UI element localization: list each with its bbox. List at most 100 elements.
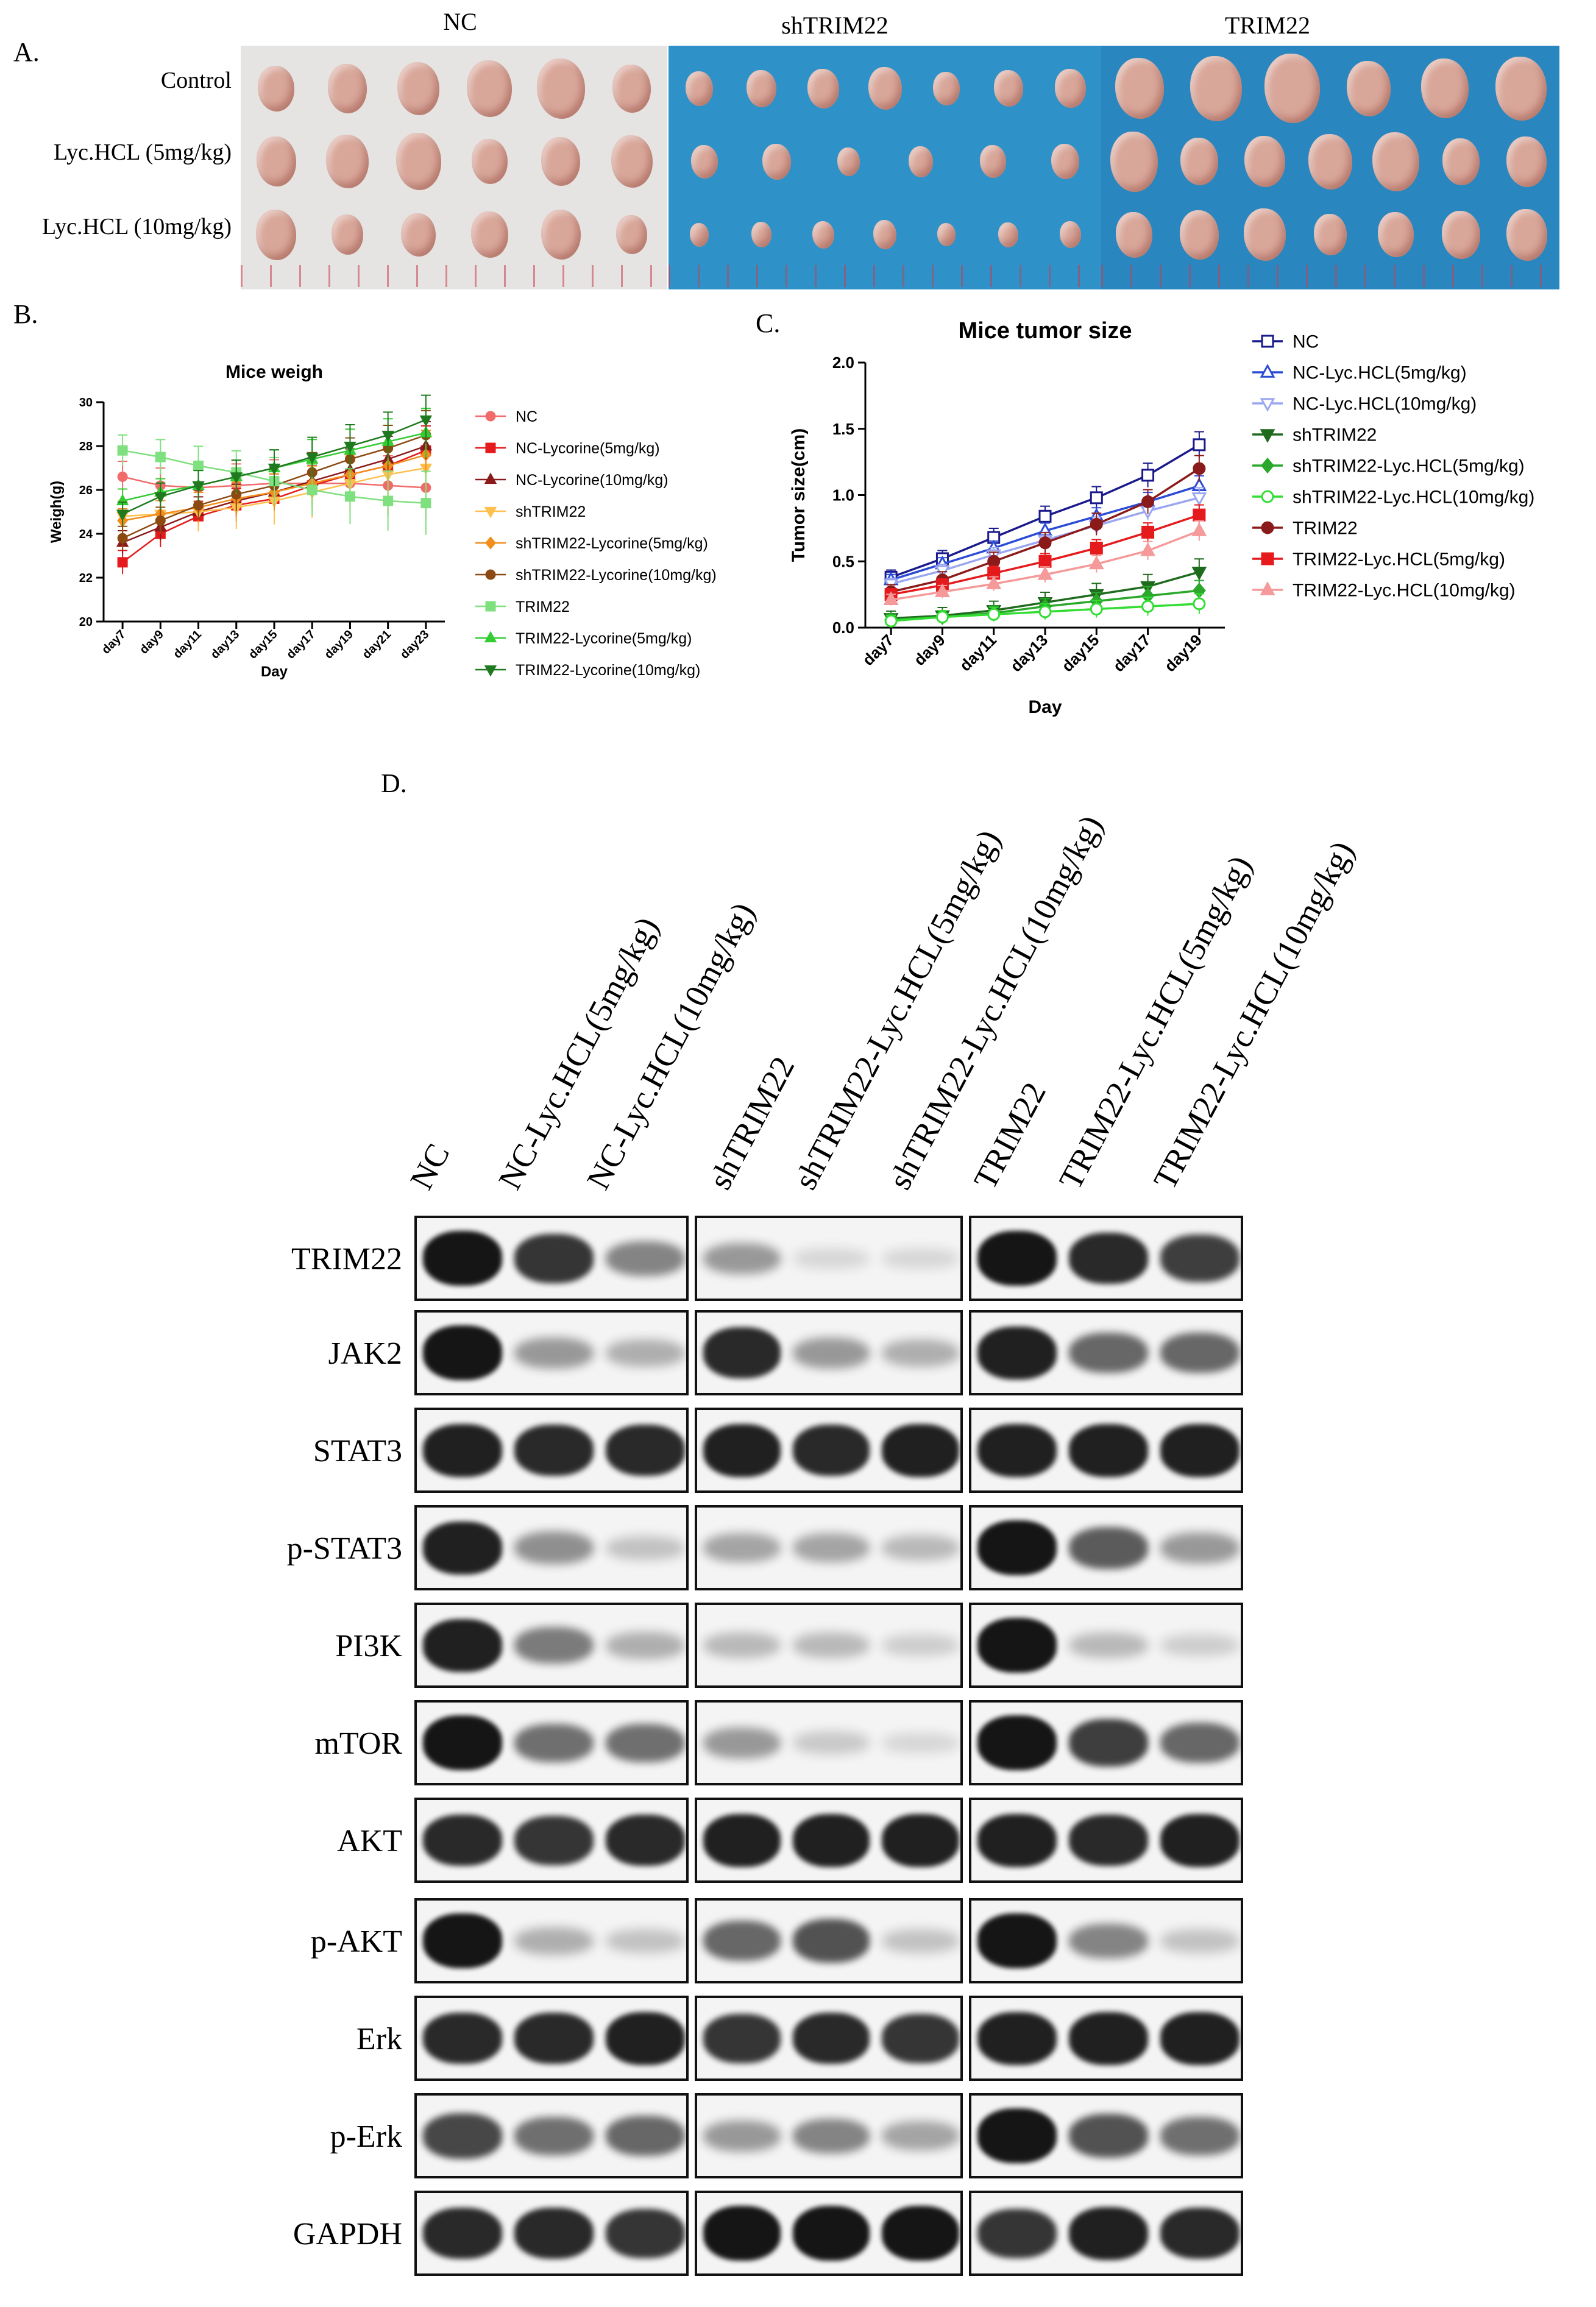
- tumor-specimen: [1180, 138, 1218, 185]
- lane-label: shTRIM22: [701, 1051, 802, 1196]
- y-axis-label: Weigh(g): [48, 481, 65, 543]
- protein-band: [1069, 1815, 1148, 1866]
- protein-band: [606, 1241, 685, 1276]
- protein-band: [792, 2206, 870, 2261]
- protein-band: [1160, 1929, 1240, 1953]
- data-point: [230, 472, 243, 484]
- tumor-specimen: [1115, 58, 1164, 119]
- blot-panel: [695, 1216, 963, 1301]
- lane-label: TRIM22: [966, 1076, 1053, 1196]
- protein-band: [1069, 1333, 1148, 1373]
- data-point: [192, 481, 205, 493]
- data-point: [1090, 491, 1103, 505]
- protein-band: [606, 1929, 685, 1953]
- protein-band: [1160, 2116, 1240, 2155]
- legend-label: TRIM22-Lycorine(5mg/kg): [516, 630, 692, 647]
- protein-label: p-STAT3: [286, 1531, 402, 1566]
- blot-panel: [414, 2093, 689, 2178]
- data-point: [117, 557, 128, 568]
- legend-label: NC-Lyc.HCL(10mg/kg): [1293, 394, 1477, 414]
- blot-panel: [969, 2093, 1243, 2178]
- protein-label: p-Erk: [330, 2119, 402, 2154]
- y-tick-label: 28: [79, 440, 93, 453]
- y-tick-label: 1.5: [832, 420, 854, 438]
- protein-band: [882, 2121, 959, 2150]
- protein-band: [423, 1618, 502, 1672]
- protein-label: STAT3: [313, 1434, 402, 1469]
- blot-panel: [414, 1408, 689, 1493]
- protein-label: PI3K: [335, 1629, 402, 1664]
- data-point: [1090, 542, 1103, 555]
- protein-band: [977, 1520, 1057, 1575]
- legend-marker: [1260, 581, 1275, 595]
- tumor-specimen: [1116, 212, 1152, 258]
- protein-band: [1160, 1813, 1240, 1867]
- blot-panel: [695, 1798, 963, 1883]
- tumor-specimen: [1314, 214, 1347, 255]
- protein-band: [792, 1919, 870, 1963]
- legend-label: TRIM22-Lyc.HCL(5mg/kg): [1293, 550, 1505, 570]
- y-tick-label: 2.0: [832, 353, 854, 372]
- protein-band: [703, 1727, 781, 1759]
- tumor-specimen: [1372, 132, 1419, 191]
- legend-marker: [485, 601, 496, 612]
- photo-row-label-lyc-10: Lyc.HCL (10mg/kg): [42, 214, 232, 239]
- ruler-strip: [1101, 265, 1559, 287]
- protein-band: [1069, 2206, 1148, 2260]
- legend-label: TRIM22: [516, 598, 570, 615]
- tumor-specimen: [1421, 58, 1469, 118]
- protein-label: JAK2: [328, 1336, 402, 1371]
- tumor-specimen: [472, 139, 508, 184]
- photo-column-title-nc: NC: [443, 8, 477, 35]
- protein-band: [882, 2013, 959, 2063]
- tumor-specimen: [537, 58, 585, 119]
- protein-band: [1069, 1233, 1148, 1284]
- legend-marker: [484, 472, 497, 484]
- protein-band: [882, 1732, 959, 1753]
- tumor-specimen: [1506, 209, 1547, 261]
- data-point: [154, 492, 167, 504]
- protein-band: [514, 1723, 594, 1762]
- legend-marker: [485, 536, 496, 550]
- protein-band: [606, 1815, 685, 1866]
- legend-marker: [484, 665, 497, 677]
- data-point: [193, 500, 204, 511]
- legend-label: shTRIM22-Lyc.HCL(10mg/kg): [1293, 487, 1534, 508]
- data-point: [1090, 603, 1103, 616]
- protein-band: [1069, 2114, 1148, 2158]
- photo-column-title-shtrim22: shTRIM22: [781, 12, 888, 39]
- protein-label: TRIM22: [291, 1242, 402, 1277]
- y-tick-label: 0.0: [832, 618, 854, 637]
- blot-panel: [414, 1898, 689, 1983]
- protein-band: [1069, 1423, 1148, 1477]
- blot-panel: [414, 1996, 689, 2081]
- protein-band: [792, 1813, 870, 1867]
- legend-marker: [1261, 521, 1274, 534]
- legend-marker: [1260, 364, 1275, 378]
- data-point: [383, 495, 394, 506]
- protein-band: [977, 2208, 1057, 2258]
- protein-band: [882, 1339, 959, 1367]
- panel-a-letter: A.: [13, 37, 40, 67]
- lane-label: NC: [403, 1138, 457, 1196]
- protein-band: [882, 1813, 959, 1867]
- protein-band: [703, 1533, 781, 1562]
- protein-band: [514, 1531, 594, 1564]
- tumor-specimen: [396, 133, 441, 190]
- data-point: [1037, 566, 1053, 580]
- data-point: [986, 575, 1002, 589]
- blot-panel: [969, 1700, 1243, 1785]
- legend-label: shTRIM22-Lyc.HCL(5mg/kg): [1293, 456, 1525, 477]
- legend-marker: [485, 411, 496, 422]
- legend-label: NC: [1293, 332, 1319, 352]
- y-tick-label: 26: [79, 484, 93, 497]
- tumor-specimen: [909, 146, 933, 177]
- x-axis-label: Day: [261, 664, 288, 680]
- protein-band: [703, 2120, 781, 2152]
- panel-c-letter: C.: [756, 308, 781, 338]
- blot-panel: [414, 1310, 689, 1395]
- protein-band: [423, 1231, 502, 1286]
- protein-label: AKT: [337, 1824, 402, 1859]
- protein-band: [977, 1715, 1057, 1770]
- tumor-specimen: [541, 210, 581, 260]
